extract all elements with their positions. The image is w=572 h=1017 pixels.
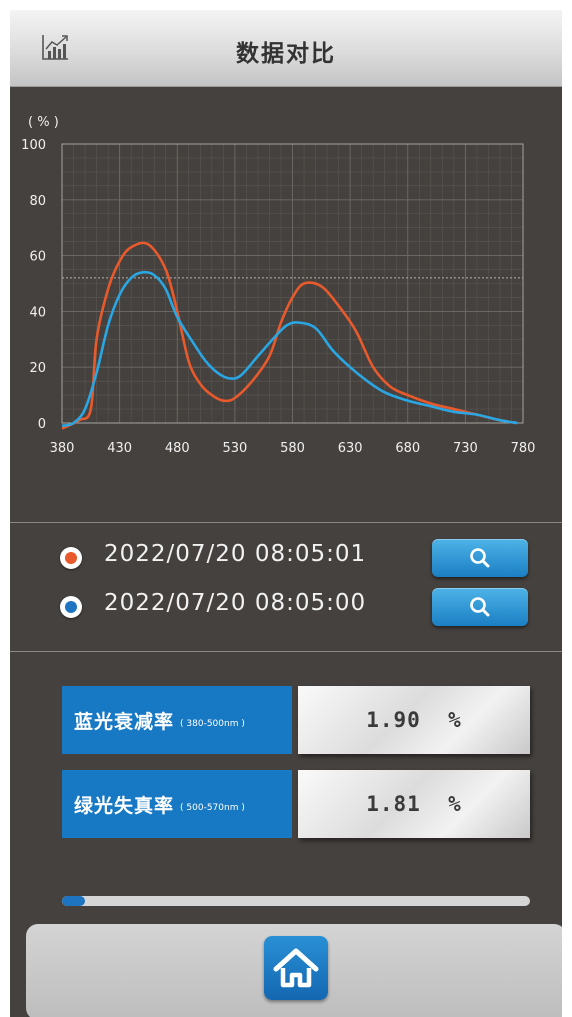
x-tick-label: 430 [107, 441, 132, 456]
metric-label-box: 蓝光衰减率 ( 380-500nm ) [62, 686, 292, 754]
record-timestamp-1: 2022/07/20 08:05:01 [104, 541, 367, 567]
x-tick-label: 630 [338, 441, 363, 456]
series-line-2 [61, 270, 518, 428]
y-tick-label: 60 [29, 250, 46, 265]
x-tick-label: 730 [453, 441, 478, 456]
record-search-button-1[interactable] [432, 539, 528, 577]
record-search-button-2[interactable] [432, 588, 528, 626]
bottom-nav-bar [26, 924, 562, 1017]
record-row-1: 2022/07/20 08:05:01 [58, 537, 538, 579]
y-tick-label: 40 [29, 305, 46, 320]
y-tick-label: 100 [21, 138, 46, 153]
metric-range: ( 500-570nm ) [180, 803, 245, 813]
x-tick-labels: 380 430 480 530 580 630 680 730 780 [50, 441, 536, 456]
metric-row-green-light: 绿光失真率 ( 500-570nm ) 1.81 % [62, 770, 530, 838]
home-icon [273, 948, 319, 988]
metric-value: 1.90 % [298, 686, 530, 754]
y-tick-label: 0 [38, 417, 46, 432]
radio-dot-blue [65, 601, 77, 613]
y-tick-labels: 0 20 40 60 80 100 [21, 138, 46, 432]
search-icon [470, 597, 490, 617]
metric-label: 蓝光衰减率 [74, 710, 175, 733]
x-tick-label: 680 [395, 441, 420, 456]
app-screen: 数据对比 ( % ) 0 20 40 60 80 100 380 430 480 530 580 6… [10, 10, 562, 1017]
x-tick-label: 380 [50, 441, 75, 456]
progress-fill [62, 896, 86, 906]
y-tick-label: 20 [29, 361, 46, 376]
x-tick-label: 780 [511, 441, 536, 456]
metric-row-blue-light: 蓝光衰减率 ( 380-500nm ) 1.90 % [62, 686, 530, 754]
x-tick-label: 480 [165, 441, 190, 456]
metric-value: 1.81 % [298, 770, 530, 838]
metric-label: 绿光失真率 [74, 794, 175, 817]
metric-range: ( 380-500nm ) [180, 719, 245, 729]
header-bar: 数据对比 [10, 10, 562, 87]
bar-chart-icon[interactable] [40, 32, 70, 62]
series-line-1 [61, 241, 518, 430]
record-radio-2[interactable] [60, 596, 82, 618]
search-icon [470, 548, 490, 568]
home-button[interactable] [264, 936, 328, 1000]
progress-bar [62, 896, 530, 906]
section-divider [10, 522, 562, 523]
chart-grid [61, 143, 524, 424]
record-row-2: 2022/07/20 08:05:00 [58, 586, 538, 628]
record-timestamp-2: 2022/07/20 08:05:00 [104, 590, 367, 616]
chart-frame [61, 143, 524, 424]
chart-series [61, 241, 518, 430]
spectrum-chart: ( % ) 0 20 40 60 80 100 380 430 480 530 580 630 680… [21, 115, 536, 456]
record-radio-1[interactable] [60, 547, 82, 569]
section-divider [10, 651, 562, 652]
x-tick-label: 530 [222, 441, 247, 456]
metric-label-box: 绿光失真率 ( 500-570nm ) [62, 770, 292, 838]
y-axis-label: ( % ) [28, 115, 59, 130]
y-tick-label: 80 [29, 194, 46, 209]
radio-dot-orange [65, 552, 77, 564]
page-title: 数据对比 [236, 41, 336, 67]
x-tick-label: 580 [280, 441, 305, 456]
